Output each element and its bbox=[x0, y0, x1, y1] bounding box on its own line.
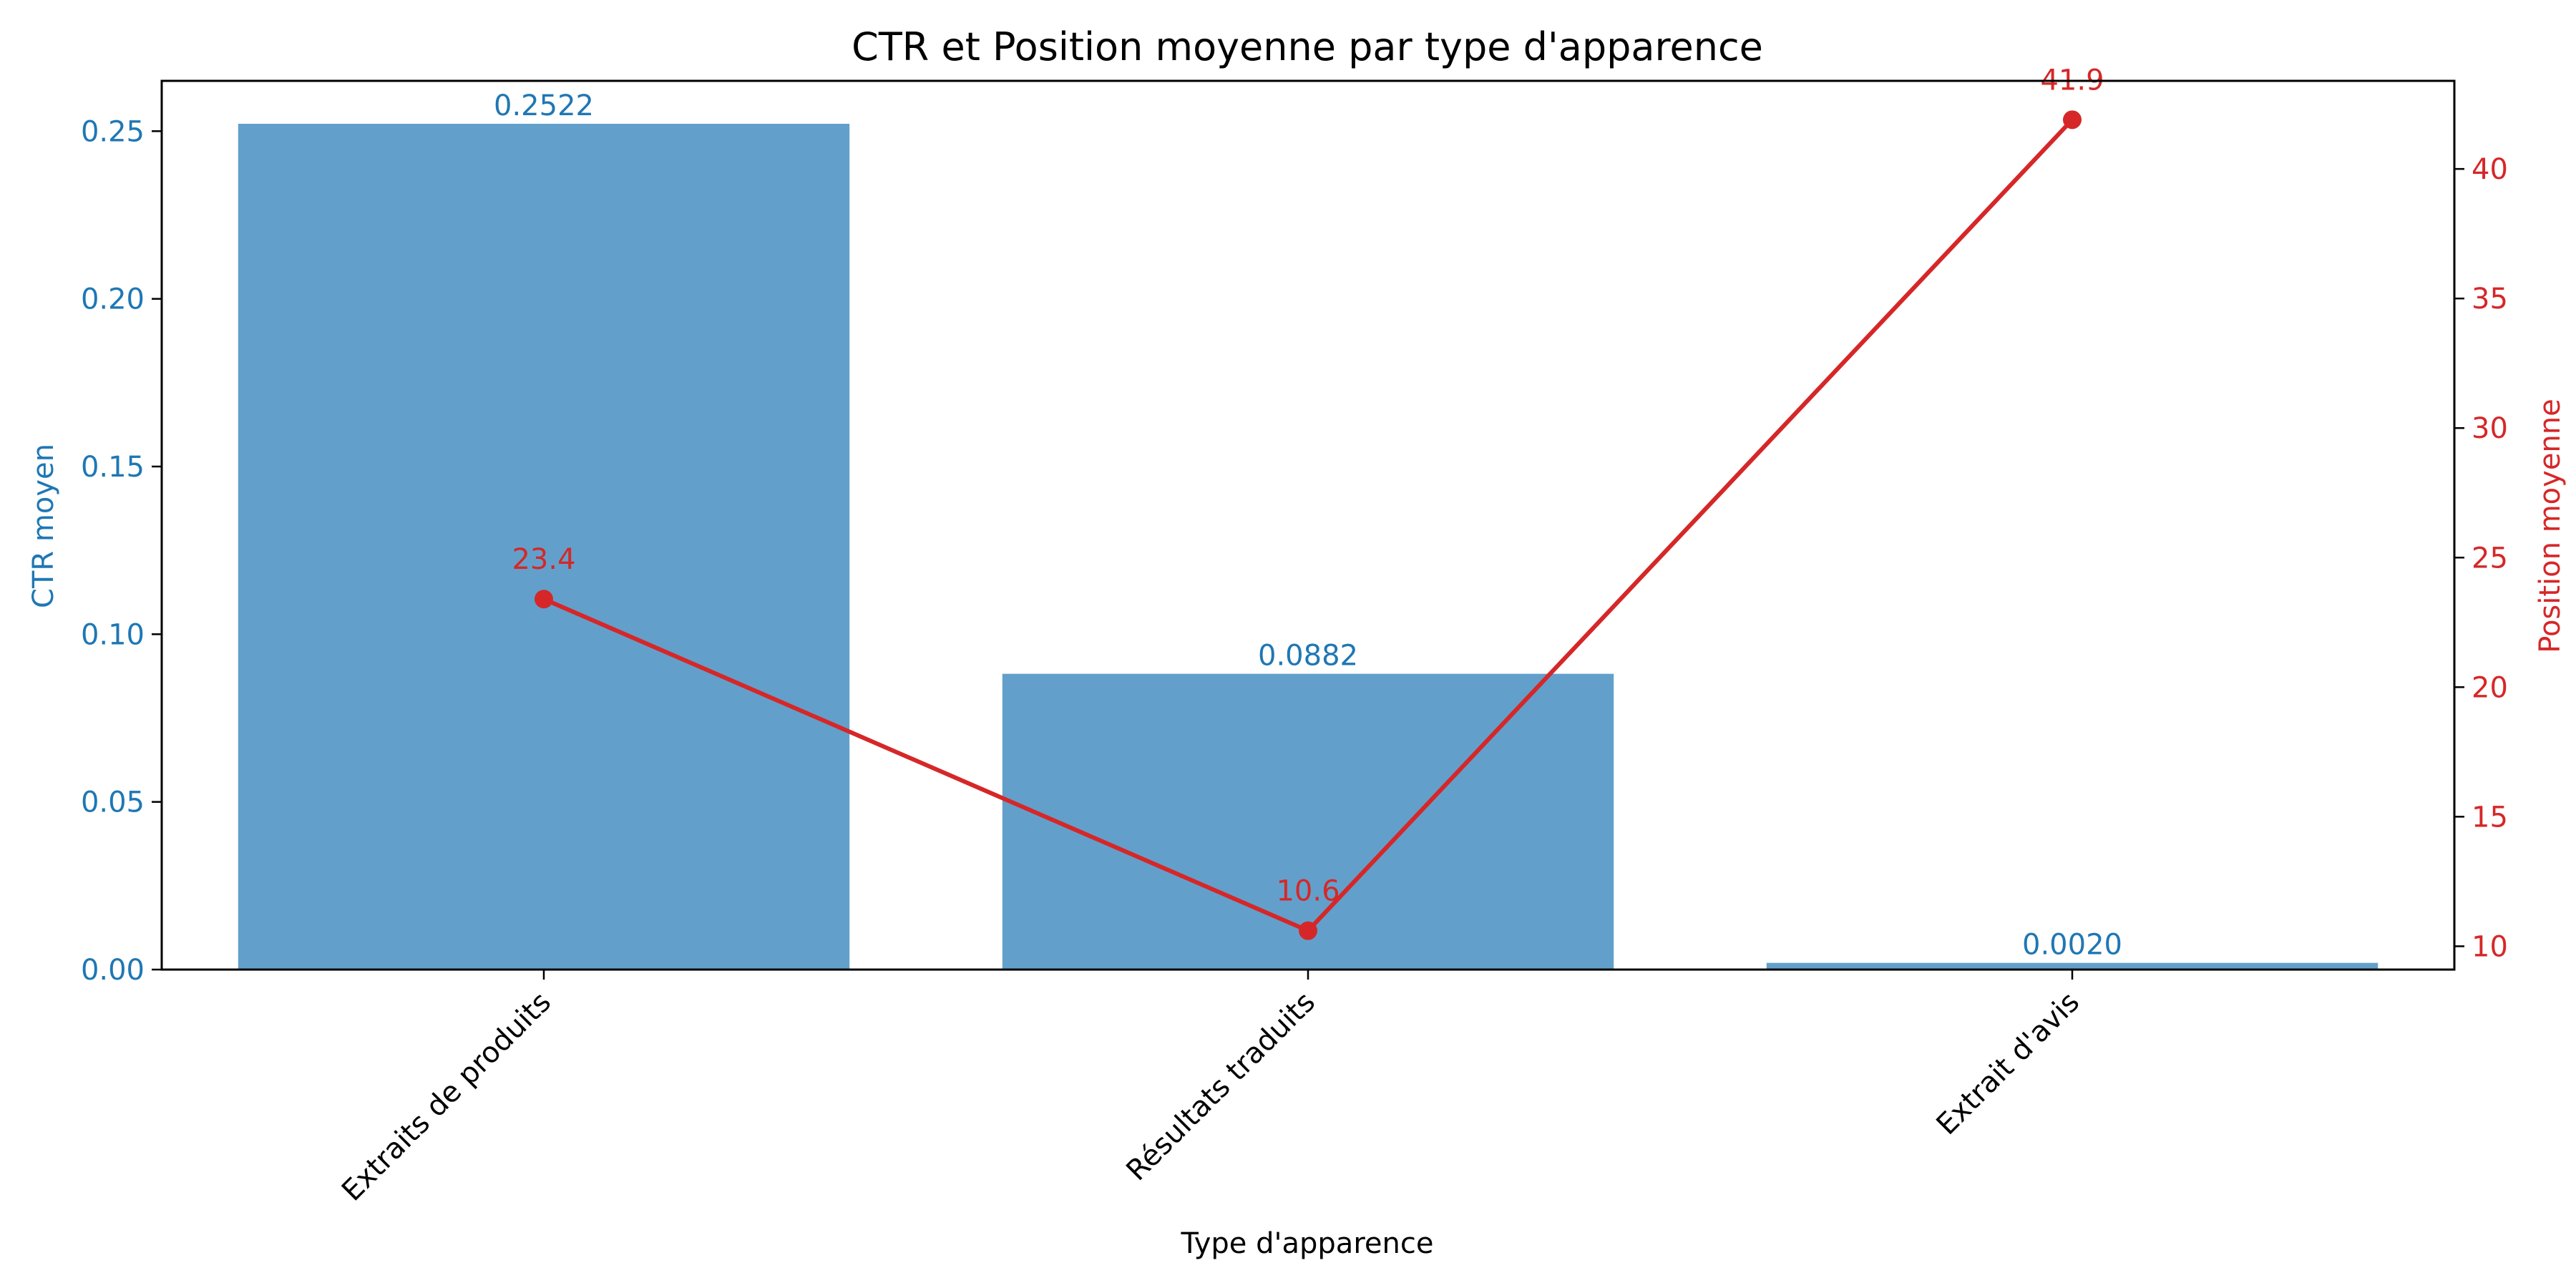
y-left-tick-label: 0.05 bbox=[81, 786, 145, 819]
y-right-tick-label: 15 bbox=[2472, 801, 2508, 834]
line-layer: 23.410.641.9 bbox=[512, 64, 2104, 940]
y-left-tick-label: 0.25 bbox=[81, 115, 145, 148]
y-left-tick-label: 0.00 bbox=[81, 954, 145, 987]
position-point bbox=[1299, 921, 1317, 940]
y-left-tick-label: 0.20 bbox=[81, 283, 145, 316]
bar-value-label: 0.0020 bbox=[2022, 929, 2122, 962]
bar bbox=[1002, 673, 1614, 970]
bar bbox=[238, 123, 850, 970]
bar-value-label: 0.0882 bbox=[1258, 640, 1358, 673]
chart-title: CTR et Position moyenne par type d'appar… bbox=[852, 24, 1763, 69]
y-axis-left-title: CTR moyen bbox=[27, 444, 60, 608]
bar-value-label: 0.2522 bbox=[494, 89, 594, 122]
y-right-tick-label: 20 bbox=[2472, 671, 2508, 704]
x-axis-title: Type d'apparence bbox=[1181, 1227, 1434, 1260]
y-right-tick-label: 25 bbox=[2472, 542, 2508, 575]
y-axis-right-title: Position moyenne bbox=[2534, 399, 2567, 653]
position-point bbox=[2063, 110, 2082, 130]
y-right-tick-label: 35 bbox=[2472, 283, 2508, 316]
bar bbox=[1766, 962, 2379, 970]
position-point bbox=[535, 590, 553, 609]
y-left-tick-label: 0.15 bbox=[81, 451, 145, 484]
y-right-tick-label: 30 bbox=[2472, 412, 2508, 445]
bars-layer: 0.2522 0.0882 0.0020 bbox=[238, 89, 2379, 970]
position-value-label: 23.4 bbox=[512, 543, 575, 576]
position-value-label: 10.6 bbox=[1276, 875, 1340, 908]
y-right-tick-label: 10 bbox=[2472, 930, 2508, 963]
y-left-tick-label: 0.10 bbox=[81, 618, 145, 651]
y-right-tick-label: 40 bbox=[2472, 153, 2508, 186]
